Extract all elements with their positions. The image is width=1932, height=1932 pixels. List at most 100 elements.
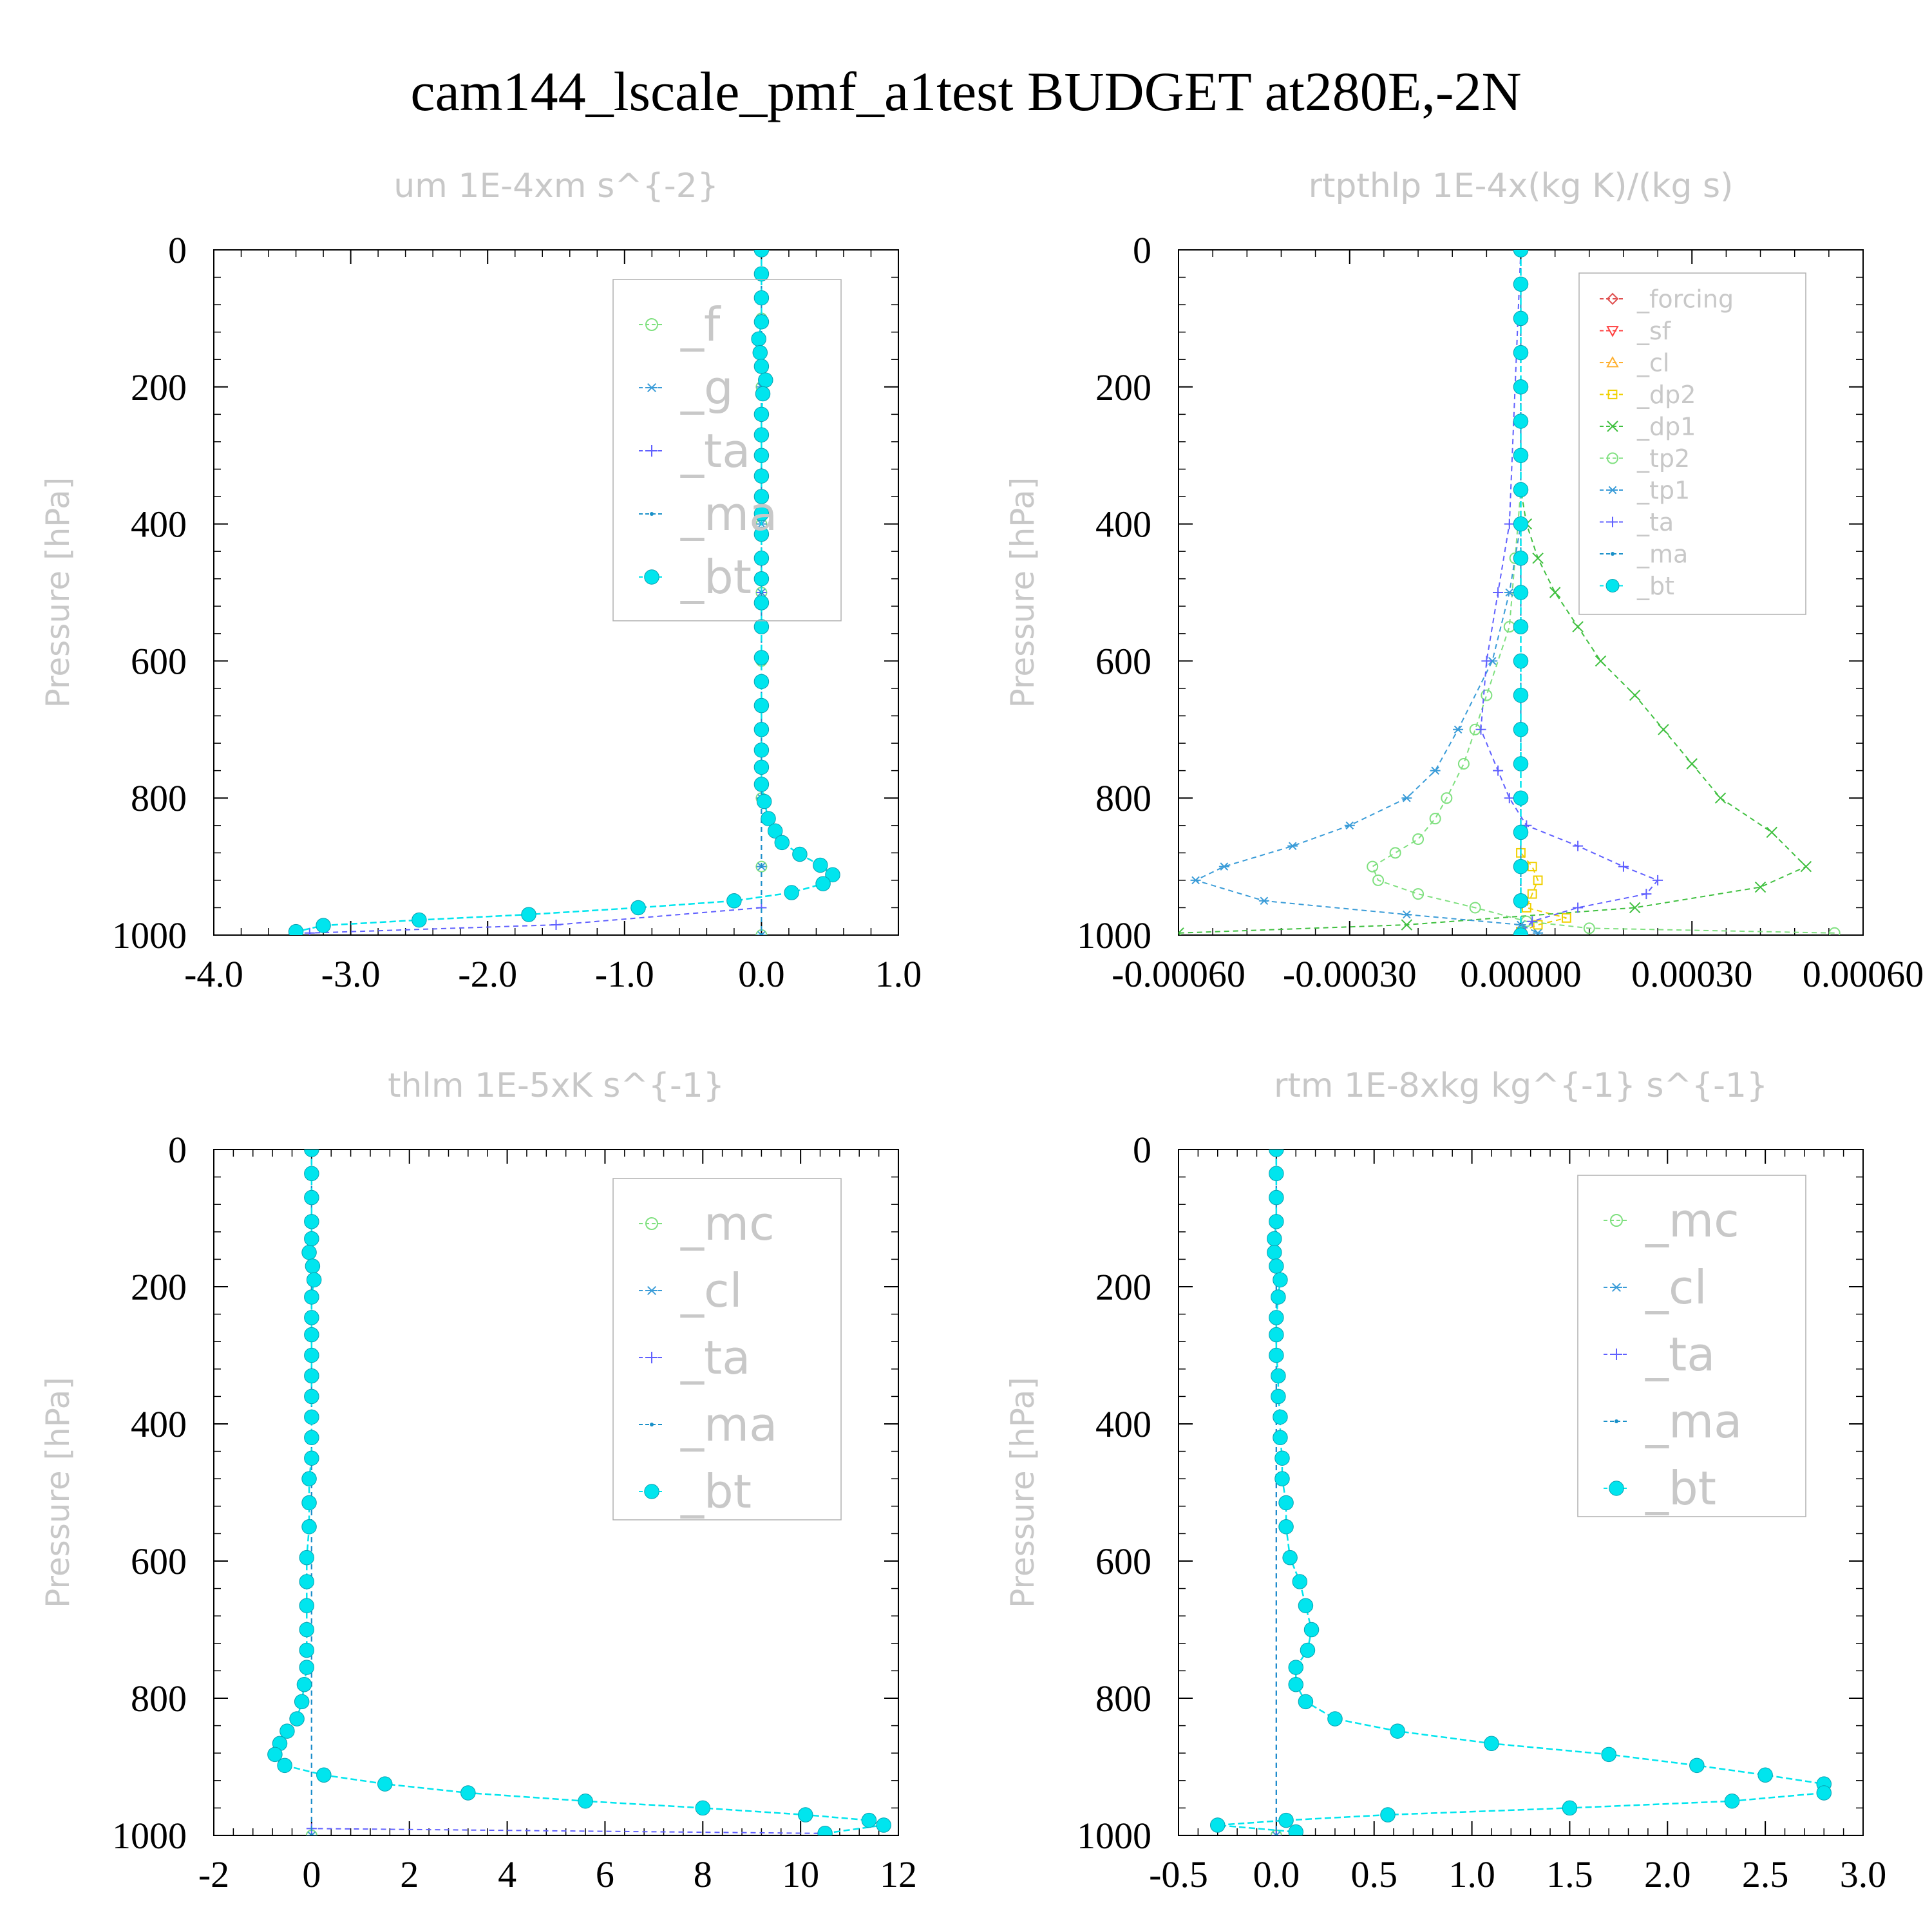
data-point-bt: [1269, 1310, 1284, 1325]
data-point-bt: [753, 427, 770, 443]
legend-label: _ta: [680, 1331, 750, 1385]
x-tick-label: -0.5: [1149, 1853, 1208, 1895]
x-tick-label: 8: [694, 1853, 712, 1895]
data-point-dp1: [1658, 724, 1669, 735]
data-point-g: [756, 931, 767, 935]
x-tick-label: 1.5: [1546, 1853, 1593, 1895]
y-axis-label: Pressure [hPa]: [39, 477, 77, 708]
data-point-bt: [753, 314, 770, 330]
legend-marker-ta: [646, 1352, 658, 1363]
data-point-tp2: [1469, 902, 1481, 914]
data-point-bt: [304, 1450, 319, 1466]
data-point-tp2: [1389, 847, 1401, 859]
legend-marker-ta: [1607, 516, 1618, 527]
data-point-tp1: [1218, 862, 1229, 871]
data-point-bt: [1278, 1812, 1294, 1828]
data-point-bt: [304, 1430, 319, 1446]
legend-marker-tp1: [1607, 486, 1618, 495]
data-point-bt: [304, 1166, 319, 1182]
y-tick-label: 600: [131, 640, 187, 682]
y-tick-label: 800: [131, 1678, 187, 1719]
data-point-dp1: [1766, 826, 1777, 838]
data-point-bt: [1513, 790, 1529, 806]
data-point-dp2: [1527, 889, 1537, 899]
data-point-bt: [1513, 893, 1529, 909]
data-point-bt: [277, 1757, 292, 1774]
legend-box: [612, 279, 842, 621]
data-point-bt: [752, 345, 768, 361]
data-point-bt: [304, 1214, 319, 1229]
panel-1: um 1E-4xm s^{-2} Pressure [hPa] -4.0 -3.0 -2…: [39, 167, 922, 995]
legend-label: _cl: [1636, 348, 1669, 377]
data-point-tp1: [1401, 793, 1412, 802]
panel-title: rtpthlp 1E-4x(kg K)/(kg s): [1309, 167, 1734, 205]
data-point-ma: [759, 933, 764, 935]
data-point-bt: [1513, 619, 1529, 634]
y-tick-label: 200: [131, 366, 187, 408]
data-point-bt: [817, 1826, 833, 1835]
x-tick-label: 3.0: [1840, 1853, 1887, 1895]
data-point-bt: [1757, 1767, 1773, 1783]
data-point-bt: [304, 1150, 319, 1157]
data-point-bt: [304, 1409, 319, 1425]
data-point-bt: [1513, 310, 1529, 327]
data-point-bt: [753, 406, 770, 422]
data-point-dp1: [1179, 927, 1184, 935]
y-tick-label: 200: [131, 1266, 187, 1308]
legend-marker-f: [645, 318, 658, 331]
series-line-bt: [274, 1150, 884, 1835]
legend-label: _g: [680, 361, 734, 415]
panel-3: thlm 1E-5xK s^{-1} Pressure [hPa] -2 0 2 4 6 8 1…: [39, 1066, 917, 1895]
data-point-bt: [1513, 858, 1529, 875]
data-point-ta: [1504, 518, 1515, 529]
panel-title: um 1E-4xm s^{-2}: [393, 167, 719, 205]
data-point-bt: [1513, 250, 1529, 258]
data-point-bt: [1269, 1150, 1284, 1157]
data-point-dp1: [1714, 792, 1727, 804]
legend-label: _ta: [1636, 508, 1674, 536]
legend-marker-cl: [1611, 1282, 1622, 1293]
data-point-bt: [1513, 722, 1529, 737]
data-point-tp2: [1481, 689, 1493, 701]
data-point-bt: [301, 1245, 317, 1260]
legend-marker-cl: [646, 1285, 658, 1296]
x-tick-label: 2.0: [1644, 1853, 1691, 1895]
y-tick-label: 0: [1133, 1129, 1151, 1171]
data-point-ta: [1271, 1830, 1282, 1835]
data-point-bt: [1278, 1495, 1294, 1511]
data-point-bt: [797, 1807, 813, 1823]
data-point-bt: [761, 811, 776, 826]
data-point-bt: [1269, 1327, 1284, 1343]
legend-marker-ma: [650, 1423, 654, 1426]
series-line-tp1: [1193, 250, 1539, 934]
data-point-bt: [299, 1660, 315, 1675]
y-tick-label: 400: [131, 1403, 187, 1445]
data-point-bt: [695, 1800, 711, 1816]
data-point-tp2: [1828, 927, 1841, 935]
data-point-bt: [1269, 1347, 1284, 1363]
legend-label: _tp2: [1636, 444, 1690, 473]
legend-label: _forcing: [1636, 285, 1734, 313]
data-point-ma: [1274, 1833, 1278, 1835]
data-point-bt: [1269, 1189, 1284, 1206]
y-tick-label: 600: [1095, 640, 1151, 682]
data-point-bt: [753, 619, 770, 634]
data-point-bt: [304, 1189, 319, 1206]
plot-frame: [1178, 1149, 1864, 1836]
y-tick-label: 0: [1133, 229, 1151, 271]
data-point-tp1: [1515, 920, 1526, 929]
legend-marker-tp2: [1607, 452, 1618, 464]
data-point-bt: [305, 1258, 321, 1274]
panel-title: rtm 1E-8xkg kg^{-1} s^{-1}: [1274, 1066, 1768, 1105]
legend-label: _bt: [680, 1464, 752, 1519]
data-point-bt: [815, 876, 831, 891]
data-point-dp1: [1401, 919, 1413, 931]
data-point-bt: [289, 1711, 305, 1727]
data-point-bt: [753, 697, 770, 714]
data-point-cl: [306, 1831, 317, 1835]
data-point-bt: [1513, 585, 1529, 600]
y-tick-label: 600: [131, 1540, 187, 1582]
data-point-tp2: [1412, 888, 1425, 900]
data-point-bt: [1689, 1757, 1705, 1774]
